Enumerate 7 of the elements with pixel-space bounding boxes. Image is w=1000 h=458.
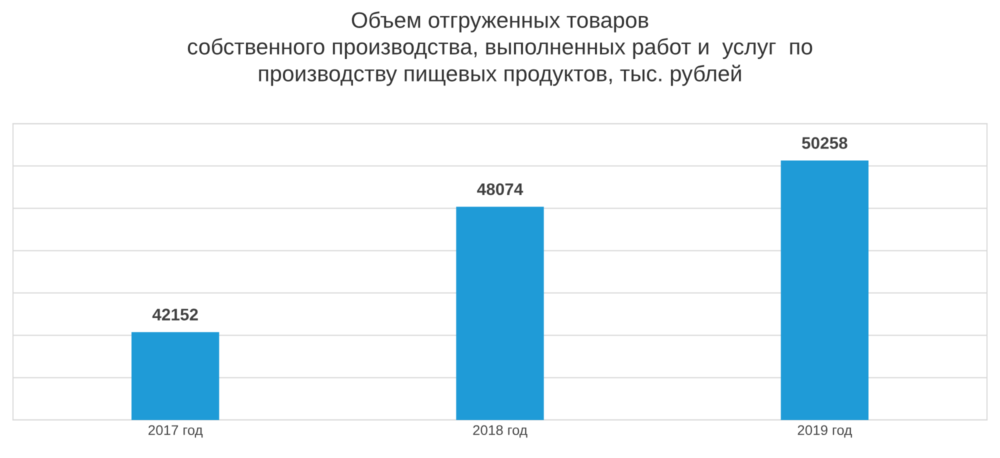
x-tick-label: 2017 год bbox=[148, 425, 203, 438]
data-label: 50258 bbox=[802, 137, 848, 149]
x-tick-label: 2019 год bbox=[798, 425, 852, 438]
data-label: 48074 bbox=[477, 183, 524, 196]
x-tick-label: 2018 год bbox=[473, 425, 528, 438]
data-label: 42152 bbox=[152, 308, 198, 320]
chart-title: Объем отгруженных товаров собственного производства, выполненных работ и услуг по производству пищевых продуктов, тыс. рублей bbox=[188, 11, 812, 86]
